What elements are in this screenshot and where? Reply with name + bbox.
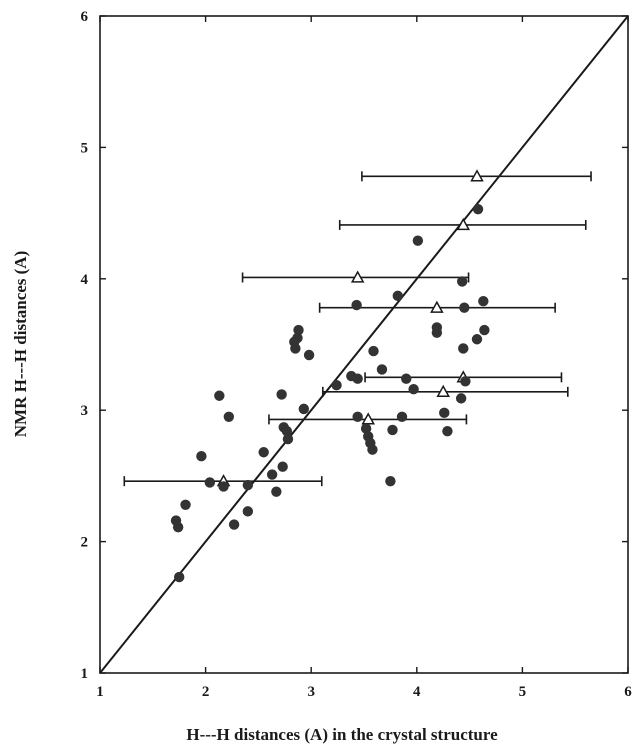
y-tick-label: 4 [81, 272, 89, 288]
triangle-point [456, 217, 471, 231]
plot-area-border [99, 15, 629, 674]
y-axis-ticks: 1 2 3 4 5 6 [81, 9, 628, 682]
data-point [472, 203, 484, 215]
data-point [360, 423, 372, 434]
data-point [281, 426, 293, 437]
data-point [367, 444, 378, 455]
data-point [271, 486, 282, 497]
data-point [228, 519, 240, 530]
data-point [298, 403, 310, 415]
data-point [412, 235, 424, 246]
data-point [303, 349, 315, 361]
data-point [276, 389, 287, 400]
data-point [387, 424, 398, 436]
x-tick-label: 2 [202, 684, 210, 700]
data-point [180, 499, 191, 511]
y-tick-label: 2 [81, 535, 89, 551]
x-tick-label: 4 [413, 684, 421, 700]
data-point [479, 324, 490, 336]
triangle-point [430, 300, 444, 313]
data-point [258, 447, 269, 458]
data-point [392, 290, 403, 302]
x-axis-ticks: 1 2 3 4 5 6 [96, 16, 632, 700]
data-point [478, 295, 489, 307]
data-point [196, 450, 207, 462]
data-point [352, 411, 363, 422]
data-point [459, 302, 470, 313]
data-point [457, 276, 468, 287]
triangle-point [436, 384, 450, 397]
data-point [293, 324, 304, 336]
data-point [396, 411, 408, 422]
data-point [170, 515, 182, 526]
data-point [331, 380, 342, 391]
data-point [351, 299, 362, 311]
data-point [223, 411, 235, 422]
data-point [289, 336, 300, 348]
x-tick-label: 1 [96, 684, 104, 700]
x-tick-label: 3 [307, 684, 315, 700]
data-point [282, 433, 294, 445]
data-point [442, 426, 453, 437]
y-axis-title: NMR H---H distances (A) [11, 251, 30, 438]
data-point [242, 479, 254, 491]
data-point [401, 373, 412, 384]
error-bar-layer [123, 169, 592, 487]
plot-frame [99, 15, 629, 674]
y-tick-label: 6 [81, 9, 89, 25]
data-point [385, 475, 396, 487]
data-point [471, 334, 483, 345]
data-point [277, 461, 288, 472]
data-point [266, 469, 278, 480]
data-points-layer [170, 203, 490, 583]
y-tick-label: 3 [81, 403, 89, 419]
data-point [460, 376, 471, 387]
data-point [408, 383, 419, 395]
data-point [368, 345, 379, 357]
data-point [439, 407, 450, 419]
x-tick-label: 5 [519, 684, 527, 700]
triangle-point [361, 412, 375, 425]
y-tick-label: 1 [81, 666, 89, 682]
data-point [242, 506, 254, 517]
x-axis-title: H---H distances (A) in the crystal struc… [186, 725, 498, 744]
data-point [204, 477, 216, 488]
triangle-point [470, 169, 484, 182]
y-tick-label: 5 [81, 140, 89, 156]
data-point [352, 373, 363, 384]
data-point [214, 390, 225, 401]
triangle-point [350, 270, 365, 283]
data-point [431, 327, 443, 338]
data-point [458, 343, 469, 354]
data-point [455, 393, 467, 404]
data-point [174, 571, 185, 583]
data-point [376, 364, 388, 375]
identity-line [99, 15, 629, 674]
x-tick-label: 6 [624, 684, 632, 700]
reference-line-layer [99, 15, 629, 674]
data-point [218, 481, 229, 492]
